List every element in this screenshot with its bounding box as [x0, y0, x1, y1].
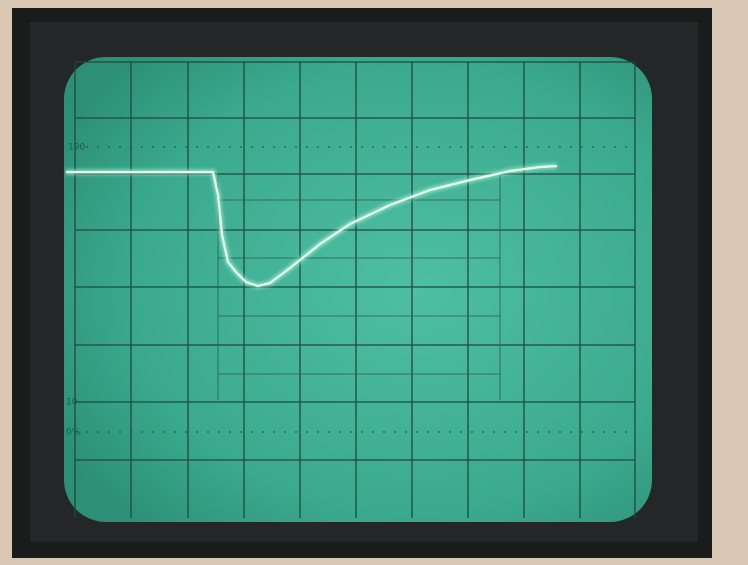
graticule-label: 0% [66, 428, 81, 438]
crt-screen [64, 57, 652, 522]
oscilloscope-photo: 100 10 0% [0, 0, 748, 565]
graticule-label: 100 [68, 143, 85, 153]
page: 100 10 0% (() => { const data = JSON.par… [0, 0, 748, 565]
graticule-label: 10 [66, 398, 78, 408]
